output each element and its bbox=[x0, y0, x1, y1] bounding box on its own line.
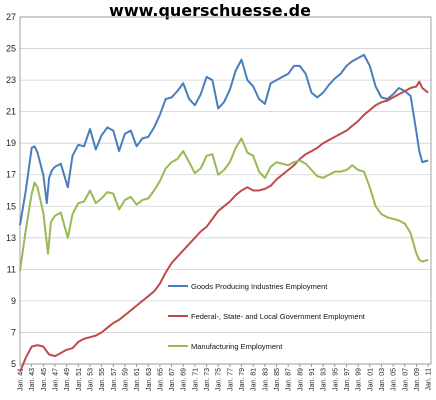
x-tick-label: Jan. 51 bbox=[76, 368, 83, 391]
legend-label: Federal-, State- and Local Government Em… bbox=[191, 312, 366, 321]
y-tick-label: 11 bbox=[7, 264, 16, 274]
x-tick-label: Jan. 59 bbox=[122, 368, 129, 391]
series-lines bbox=[19, 53, 429, 373]
legend-entry-goods-producing: Goods Producing Industries Employment bbox=[168, 282, 328, 291]
x-tick-label: Jan. 57 bbox=[111, 368, 118, 391]
y-tick-label: 5 bbox=[11, 359, 16, 369]
x-tick-label: Jan. 97 bbox=[344, 368, 351, 391]
legend-entry-government: Federal-, State- and Local Government Em… bbox=[168, 312, 366, 321]
y-tick-label: 9 bbox=[11, 296, 16, 306]
x-tick-label: Jan. 05 bbox=[391, 368, 398, 391]
watermark-title: www.querschuesse.de bbox=[109, 1, 311, 20]
legend-label: Manufacturing Employment bbox=[191, 342, 283, 351]
x-tick-label: Jan. 99 bbox=[356, 368, 363, 391]
x-tick-label: Jan. 73 bbox=[204, 368, 211, 391]
legend: Goods Producing Industries Employment Fed… bbox=[168, 282, 366, 351]
y-tick-label: 13 bbox=[6, 233, 16, 243]
y-axis-ticks: 5 7 9 11 13 15 17 19 21 23 25 27 bbox=[6, 12, 16, 369]
x-tick-label: Jan. 95 bbox=[332, 368, 339, 391]
y-tick-label: 19 bbox=[6, 138, 16, 148]
y-tick-label: 7 bbox=[11, 327, 16, 337]
x-tick-label: Jan. 87 bbox=[286, 368, 293, 391]
series-line-goods-producing bbox=[19, 53, 429, 226]
x-tick-label: Jan. 81 bbox=[251, 368, 258, 391]
x-tick-label: Jan. 49 bbox=[64, 368, 71, 391]
x-tick-label: Jan. 11 bbox=[426, 368, 433, 391]
x-tick-label: Jan. 69 bbox=[181, 368, 188, 391]
x-tick-label: Jan. 79 bbox=[239, 368, 246, 391]
legend-entry-manufacturing: Manufacturing Employment bbox=[168, 342, 283, 351]
y-tick-label: 15 bbox=[6, 201, 16, 211]
x-tick-label: Jan. 43 bbox=[29, 368, 36, 391]
y-tick-label: 25 bbox=[6, 44, 16, 54]
legend-label: Goods Producing Industries Employment bbox=[191, 282, 328, 291]
x-tick-label: Jan. 91 bbox=[309, 368, 316, 391]
x-tick-label: Jan. 09 bbox=[414, 368, 421, 391]
x-tick-label: Jan. 75 bbox=[216, 368, 223, 391]
x-tick-label: Jan. 07 bbox=[402, 368, 409, 391]
x-tick-label: Jan. 61 bbox=[134, 368, 141, 391]
x-tick-label: Jan. 93 bbox=[321, 368, 328, 391]
y-tick-label: 21 bbox=[6, 107, 16, 117]
x-tick-label: Jan. 55 bbox=[99, 368, 106, 391]
x-tick-label: Jan. 03 bbox=[379, 368, 386, 391]
x-tick-label: Jan. 47 bbox=[52, 368, 59, 391]
x-tick-label: Jan. 85 bbox=[274, 368, 281, 391]
x-tick-label: Jan. 71 bbox=[192, 368, 199, 391]
plot-area-border bbox=[19, 16, 432, 365]
x-tick-label: Jan. 67 bbox=[169, 368, 176, 391]
x-tick-label: Jan. 65 bbox=[157, 368, 164, 391]
series-line-manufacturing bbox=[19, 137, 429, 272]
x-tick-label: Jan. 53 bbox=[87, 368, 94, 391]
x-tick-label: Jan. 01 bbox=[367, 368, 374, 391]
y-tick-label: 27 bbox=[6, 12, 16, 22]
x-tick-label: Jan. 83 bbox=[262, 368, 269, 391]
y-tick-label: 23 bbox=[6, 75, 16, 85]
x-axis-ticks: Jan. 41 Jan. 43 Jan. 45 Jan. 47 Jan. 49 Jan. … bbox=[18, 364, 433, 391]
x-tick-label: Jan. 45 bbox=[41, 368, 48, 391]
x-tick-label: Jan. 77 bbox=[227, 368, 234, 391]
x-tick-label: Jan. 63 bbox=[146, 368, 153, 391]
series-line-government bbox=[19, 80, 429, 373]
x-tick-label: Jan. 41 bbox=[18, 368, 25, 391]
y-tick-label: 17 bbox=[6, 170, 16, 180]
x-tick-label: Jan. 89 bbox=[297, 368, 304, 391]
